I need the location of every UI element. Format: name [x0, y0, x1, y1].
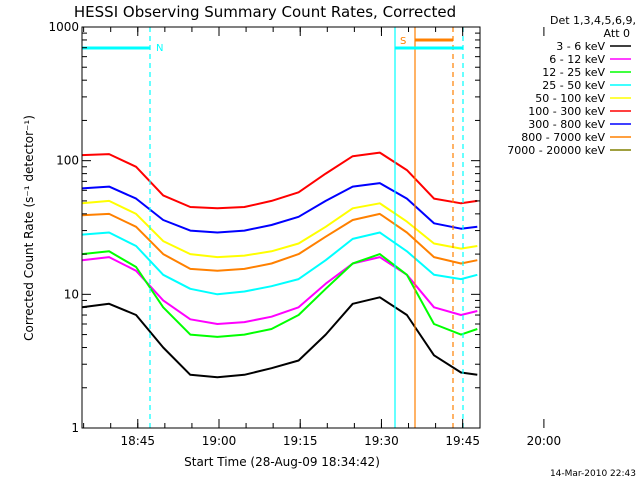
plot-frame — [81, 26, 481, 429]
legend-entry-label-8: 7000 - 20000 keV — [507, 144, 605, 157]
legend-entry-label-6: 300 - 800 keV — [528, 118, 605, 131]
marker-layer: NS — [82, 27, 464, 428]
legend-header-line-0: Det 1,3,4,5,6,9, — [550, 14, 636, 27]
x-tick-label-4: 19:45 — [445, 434, 480, 448]
y-tick-label-2: 100 — [56, 154, 79, 168]
legend-entry-label-0: 3 - 6 keV — [556, 40, 605, 53]
legend-entry-label-3: 25 - 50 keV — [542, 79, 605, 92]
data-layer — [81, 151, 478, 379]
legend-entry-label-7: 800 - 7000 keV — [521, 131, 605, 144]
series-line-7 — [81, 212, 478, 272]
x-tick-label-5: 20:00 — [527, 434, 562, 448]
x-tick-label-0: 18:45 — [120, 434, 155, 448]
y-axis-label: Corrected Count Rate (s⁻¹ detector⁻¹) — [22, 115, 36, 341]
y-tick-label-3: 1000 — [48, 20, 79, 34]
series-line-3 — [81, 231, 478, 296]
date-stamp: 14-Mar-2010 22:43 — [550, 469, 636, 479]
series-line-2 — [81, 250, 478, 338]
legend-entry-label-4: 50 - 100 keV — [535, 92, 605, 105]
legend-header-line-1: Att 0 — [604, 27, 630, 40]
chart-title: HESSI Observing Summary Count Rates, Cor… — [74, 3, 456, 21]
series-line-0 — [81, 296, 478, 379]
legend-entry-label-1: 6 - 12 keV — [549, 53, 605, 66]
marker-label-N: N — [156, 43, 163, 54]
x-tick-label-3: 19:30 — [364, 434, 399, 448]
x-axis-label: Start Time (28-Aug-09 18:34:42) — [184, 455, 380, 469]
legend-entry-label-2: 12 - 25 keV — [542, 66, 605, 79]
x-tick-label-2: 19:15 — [283, 434, 318, 448]
x-tick-label-1: 19:00 — [202, 434, 237, 448]
axis-layer: 1 10 100 1000 18:45 19:00 19:15 19:30 19:45 20:00 — [48, 20, 561, 448]
y-tick-label-1: 10 — [64, 287, 79, 301]
marker-label-S: S — [400, 36, 406, 47]
y-tick-label-0: 1 — [71, 421, 79, 435]
legend-entry-label-5: 100 - 300 keV — [528, 105, 605, 118]
